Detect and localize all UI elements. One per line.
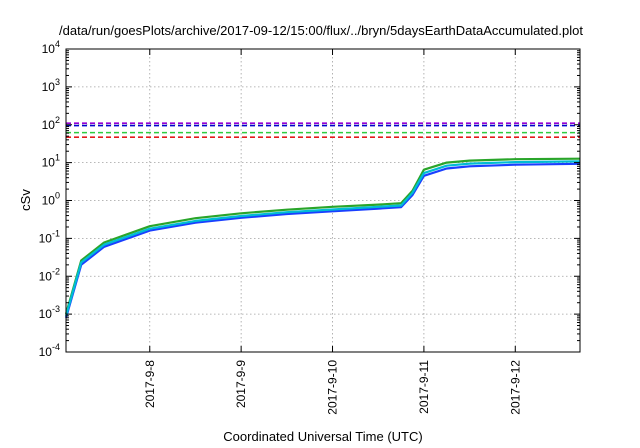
- y-tick-base: 10: [42, 80, 56, 94]
- y-tick-label: 104: [42, 39, 60, 56]
- y-tick-exponent: -3: [52, 304, 60, 314]
- x-tick-label: 2017-9-12: [508, 360, 522, 415]
- y-tick-base: 10: [39, 231, 53, 245]
- x-axis-ticks: 2017-9-8 2017-9-9 2017-9-10 2017-9-11 2017-9…: [143, 49, 522, 415]
- y-tick-base: 10: [42, 194, 56, 208]
- y-axis-label: cSv: [18, 189, 33, 211]
- series-line: [64, 160, 581, 317]
- y-tick-base: 10: [39, 307, 53, 321]
- y-tick-exponent: -1: [52, 228, 60, 238]
- x-tick-label: 2017-9-8: [143, 360, 157, 408]
- y-tick-base: 10: [42, 156, 56, 170]
- y-tick-label: 10-2: [39, 266, 60, 283]
- y-tick-exponent: 3: [55, 77, 60, 87]
- y-tick-base: 10: [39, 345, 53, 359]
- grid: [66, 49, 580, 352]
- y-tick-label: 102: [42, 115, 60, 132]
- y-tick-exponent: 4: [55, 39, 60, 49]
- x-tick-label: 2017-9-9: [234, 360, 248, 408]
- x-tick-label: 2017-9-10: [326, 360, 340, 415]
- threshold-lines: [66, 122, 580, 138]
- y-tick-label: 10-1: [39, 228, 60, 245]
- y-tick-base: 10: [39, 269, 53, 283]
- series-line: [64, 157, 581, 315]
- x-axis-label: Coordinated Universal Time (UTC): [223, 429, 422, 444]
- y-tick-label: 10-4: [39, 342, 60, 359]
- series-lines: [64, 157, 581, 319]
- y-tick-label: 10-3: [39, 304, 60, 321]
- y-tick-label: 100: [42, 191, 60, 208]
- y-tick-label: 103: [42, 77, 60, 94]
- chart-title: /data/run/goesPlots/archive/2017-09-12/1…: [59, 23, 583, 38]
- y-tick-exponent: -2: [52, 266, 60, 276]
- y-tick-exponent: 0: [55, 191, 60, 201]
- y-tick-label: 101: [42, 153, 60, 170]
- series-line: [64, 162, 581, 319]
- y-tick-exponent: 2: [55, 115, 60, 125]
- y-tick-exponent: -4: [52, 342, 60, 352]
- x-tick-label: 2017-9-11: [417, 360, 431, 414]
- y-tick-base: 10: [42, 42, 56, 56]
- y-tick-base: 10: [42, 118, 56, 132]
- y-tick-exponent: 1: [55, 153, 60, 163]
